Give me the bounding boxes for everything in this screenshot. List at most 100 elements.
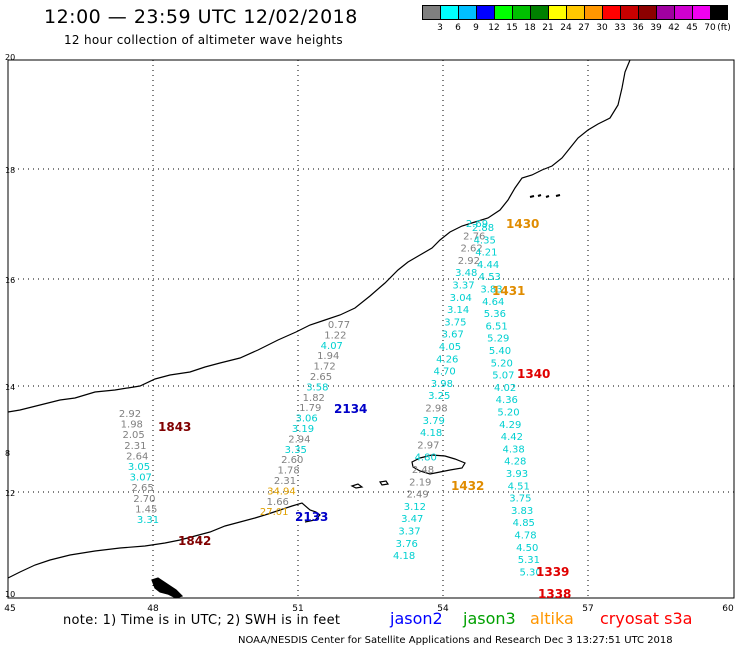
wave-height-value: 1.22 (324, 330, 346, 341)
scale-swatch (422, 5, 440, 20)
wave-height-value: 4.02 (494, 383, 516, 394)
wave-height-value: 5.20 (491, 358, 513, 369)
altimeter-tracks: 2.921.982.052.312.643.053.072.652.701.45… (119, 217, 572, 601)
wave-height-value: 4.50 (516, 543, 538, 554)
wave-height-value: 2.48 (412, 465, 434, 476)
wave-height-value: 4.28 (504, 457, 526, 468)
pass-time-label: 2133 (295, 510, 328, 524)
wave-height-value: 3.58 (306, 382, 328, 393)
wave-height-value: 2.05 (122, 430, 144, 441)
lon-tick-label: 60 (722, 604, 734, 614)
scale-swatch (494, 5, 512, 20)
wave-height-value: 3.14 (447, 305, 469, 316)
color-scale-bar (422, 5, 728, 20)
wave-height-value: 3.25 (428, 391, 450, 402)
wave-height-value: 4.18 (420, 428, 442, 439)
lat-tick-label: 18 (5, 166, 15, 175)
scale-swatch (656, 5, 674, 20)
wave-height-value: 3.31 (137, 515, 159, 526)
wave-height-value: 4.80 (415, 453, 437, 464)
scale-swatch (692, 5, 710, 20)
scale-swatch (620, 5, 638, 20)
wave-height-value: 4.18 (393, 551, 415, 562)
lat-tick-label: 8 (5, 449, 10, 458)
scale-swatch (566, 5, 584, 20)
wave-height-value: 4.38 (502, 444, 524, 455)
wave-height-value: 2.70 (133, 494, 155, 505)
scale-label: 18 (524, 23, 536, 33)
scale-swatch (440, 5, 458, 20)
scale-label: 45 (686, 23, 698, 33)
wave-height-value: 5.07 (492, 371, 514, 382)
wave-height-value: 3.05 (128, 462, 150, 473)
scale-label: 15 (506, 23, 518, 33)
wave-height-value: 4.51 (508, 481, 530, 492)
scale-label: 27 (578, 23, 590, 33)
wave-height-value: 3.48 (455, 268, 477, 279)
wave-height-value: 4.70 (433, 367, 455, 378)
wave-height-value: 1.45 (135, 504, 157, 515)
wave-height-value: 2.65 (310, 372, 332, 383)
wave-height-value: 2.98 (425, 404, 447, 415)
scale-swatch (530, 5, 548, 20)
wave-height-value: 4.53 (479, 272, 501, 283)
coastline-arabia (7, 59, 631, 413)
wave-height-value: 2.60 (281, 455, 303, 466)
lat-tick-label: 10 (5, 590, 15, 599)
island-small-2 (378, 480, 390, 486)
wave-height-value: 1.78 (277, 466, 299, 477)
wave-height-value: 2.69 (466, 219, 488, 230)
scale-label: 39 (650, 23, 662, 33)
wave-height-value: 4.21 (475, 248, 497, 259)
pass-time-label: 1432 (451, 479, 484, 493)
wave-height-value: 4.05 (439, 342, 461, 353)
scale-label: 70 (704, 23, 716, 33)
wave-height-value: 4.07 (321, 341, 343, 352)
wave-height-value: 3.37 (452, 281, 474, 292)
pass-time-label: 2134 (334, 402, 367, 416)
wave-height-value: 3.98 (431, 379, 453, 390)
wave-height-value: 5.31 (518, 555, 540, 566)
wave-height-value: 1.72 (313, 362, 335, 373)
graticule (8, 60, 734, 598)
pass-time-label: 1338 (538, 587, 571, 601)
wave-height-value: 34.94 (267, 486, 296, 497)
wave-height-value: 5.40 (489, 346, 511, 357)
scale-label: 42 (668, 23, 680, 33)
wave-height-value: 4.29 (499, 420, 521, 431)
wave-height-value: 3.19 (292, 424, 314, 435)
scale-swatch (584, 5, 602, 20)
wave-height-value: 1.98 (121, 420, 143, 431)
wave-height-value: 3.93 (506, 469, 528, 480)
legend-item-altika: altika (530, 609, 574, 628)
wave-height-value: 4.35 (474, 235, 496, 246)
wave-height-value: 27.01 (260, 507, 289, 518)
scale-swatch (602, 5, 620, 20)
wave-height-value: 3.06 (295, 414, 317, 425)
scale-label: 3 (437, 23, 443, 33)
wave-height-value: 3.47 (401, 514, 423, 525)
footnote: note: 1) Time is in UTC; 2) SWH is in fe… (63, 613, 341, 628)
wave-height-value: 3.12 (404, 502, 426, 513)
wave-height-value: 1.79 (299, 403, 321, 414)
wave-height-value: 4.85 (513, 518, 535, 529)
scale-label: (ft) (717, 23, 731, 33)
scale-label: 30 (596, 23, 608, 33)
scale-label: 33 (614, 23, 626, 33)
wave-height-value: 2.92 (458, 256, 480, 267)
island-small-1 (350, 483, 364, 489)
scale-swatch (458, 5, 476, 20)
scale-swatch (512, 5, 530, 20)
wave-height-value: 5.30 (519, 567, 541, 578)
wave-height-value: 0.77 (328, 320, 350, 331)
wave-height-value: 5.29 (487, 334, 509, 345)
legend-item-jason2: jason2 (390, 609, 443, 628)
wave-height-value: 4.78 (514, 531, 536, 542)
wave-height-value: 3.83 (480, 285, 502, 296)
wave-height-value: 5.36 (484, 309, 506, 320)
page-subtitle: 12 hour collection of altimeter wave hei… (64, 33, 343, 47)
wave-height-value: 4.26 (436, 354, 458, 365)
wave-height-value: 3.79 (423, 416, 445, 427)
legend-item-cryosat-s3a: cryosat s3a (600, 609, 693, 628)
